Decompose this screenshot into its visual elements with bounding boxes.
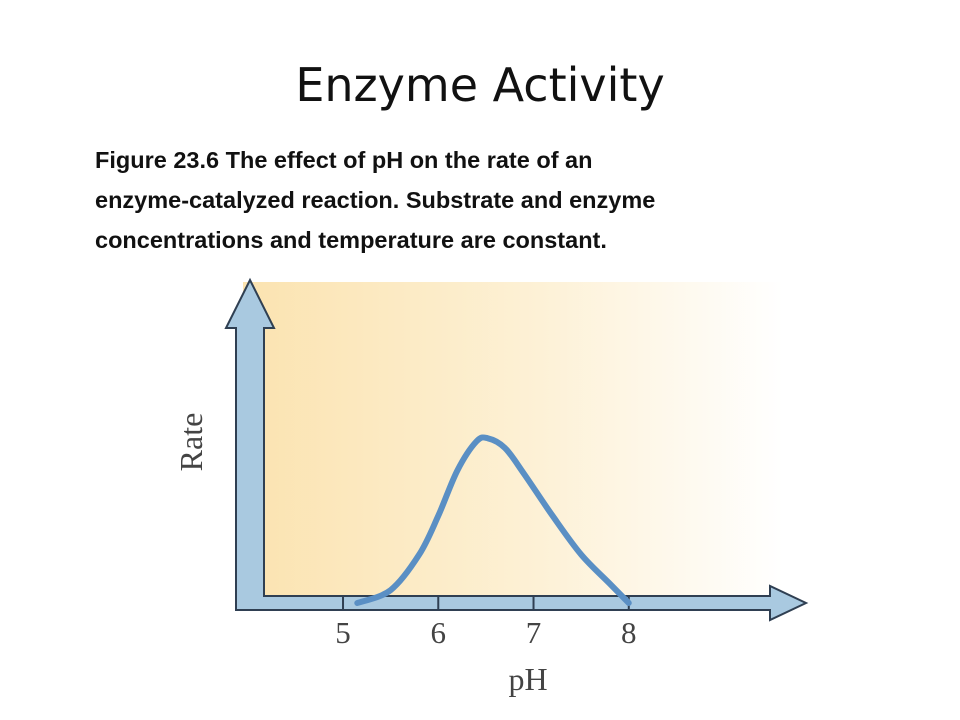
axis-arrows (224, 277, 809, 622)
x-tick-label: 8 (621, 615, 637, 650)
y-axis-label: Rate (173, 413, 209, 472)
caption: Figure 23.6 The effect of pH on the rate… (95, 140, 925, 260)
rate-curve (354, 434, 632, 606)
x-axis-label: pH (508, 661, 547, 697)
caption-line: Figure 23.6 The effect of pH on the rate… (95, 147, 593, 173)
caption-line: concentrations and temperature are const… (95, 227, 607, 253)
axes (224, 277, 809, 622)
x-tick-label: 6 (431, 615, 447, 650)
slide-title: Enzyme Activity (295, 58, 665, 112)
x-tick-label: 5 (335, 615, 351, 650)
caption-line: enzyme-catalyzed reaction. Substrate and… (95, 187, 656, 213)
plot-background (243, 282, 783, 603)
x-tick-label: 7 (526, 615, 542, 650)
